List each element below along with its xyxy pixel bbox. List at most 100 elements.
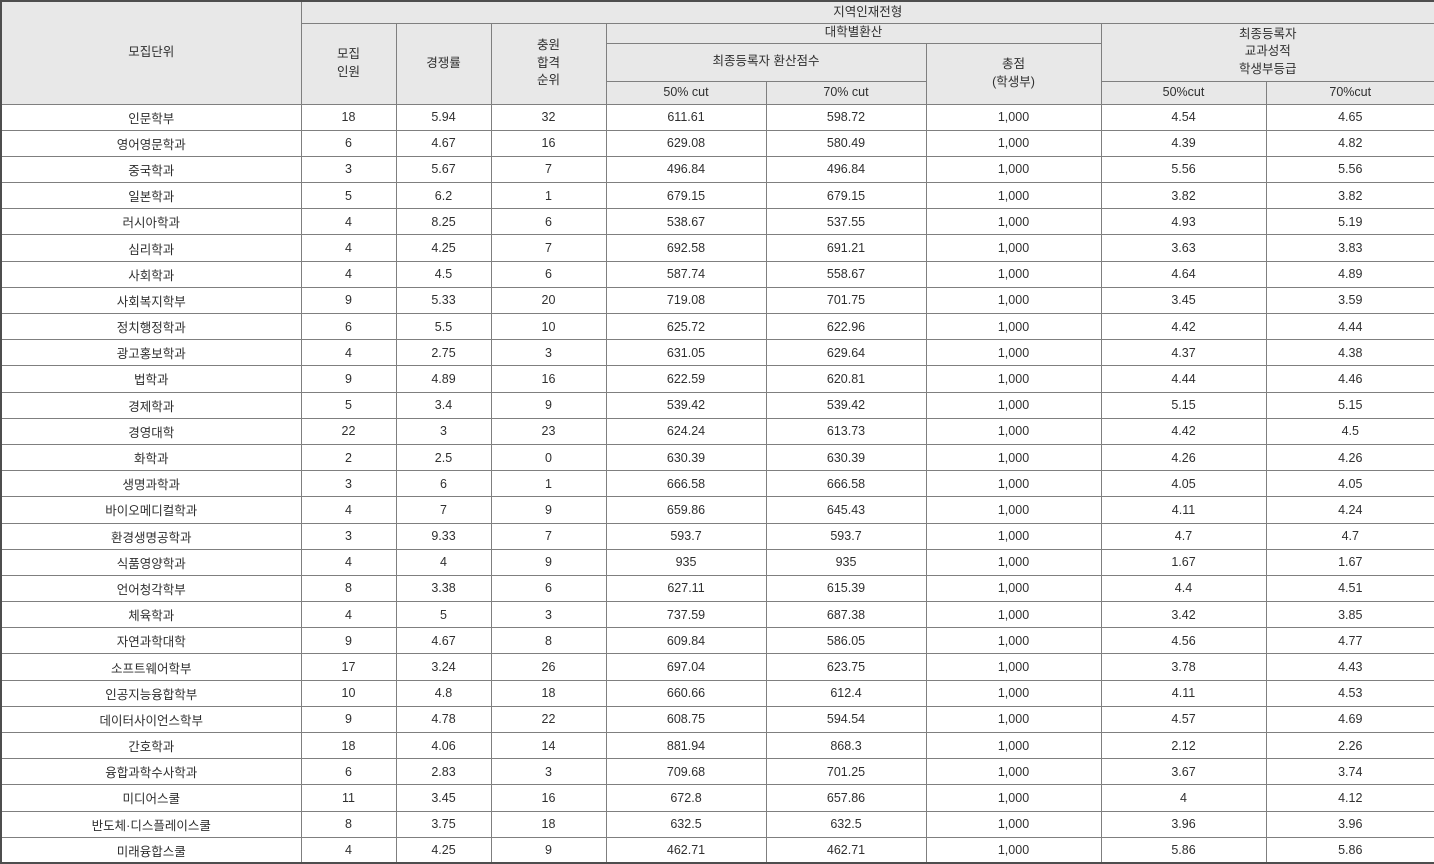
header-grade-cut70: 70%cut [1265,80,1434,105]
table-row: 영어영문학과 6 4.67 16 629.08 580.49 1,000 4.39 4.82 [0,129,1434,157]
value-cell: 3 [300,470,397,498]
value-cell: 666.58 [605,470,767,498]
value-cell: 659.86 [605,496,767,524]
value-cell: 719.08 [605,286,767,315]
value-cell: 1,000 [925,208,1102,236]
value-cell: 9 [490,496,607,524]
value-cell: 22 [490,705,607,734]
table-row: 미디어스쿨 11 3.45 16 672.8 657.86 1,000 4 4.12 [0,784,1434,812]
value-cell: 4.54 [1100,103,1267,131]
unit-cell: 경제학과 [0,391,302,419]
value-cell: 2 [300,443,397,472]
value-cell: 881.94 [605,731,767,760]
unit-cell: 경영대학 [0,417,302,445]
value-cell: 5 [300,182,397,210]
value-cell: 1,000 [925,705,1102,734]
value-cell: 593.7 [605,522,767,550]
unit-cell: 사회복지학부 [0,286,302,315]
value-cell: 4 [300,339,397,367]
value-cell: 645.43 [765,496,927,524]
unit-cell: 광고홍보학과 [0,339,302,367]
value-cell: 4.05 [1265,470,1434,498]
value-cell: 537.55 [765,208,927,236]
value-cell: 5.67 [395,155,492,184]
value-cell: 868.3 [765,731,927,760]
value-cell: 5.33 [395,286,492,315]
header-score-cut70: 70% cut [765,80,927,105]
value-cell: 1,000 [925,548,1102,576]
value-cell: 4.7 [1100,522,1267,550]
value-cell: 7 [490,155,607,184]
value-cell: 586.05 [765,627,927,655]
value-cell: 3 [300,522,397,550]
unit-cell: 바이오메디컬학과 [0,496,302,524]
value-cell: 8 [300,574,397,603]
value-cell: 32 [490,103,607,131]
value-cell: 4.42 [1100,417,1267,445]
value-cell: 594.54 [765,705,927,734]
value-cell: 10 [300,679,397,707]
value-cell: 611.61 [605,103,767,131]
value-cell: 4.37 [1100,339,1267,367]
value-cell: 558.67 [765,260,927,288]
value-cell: 3.82 [1100,182,1267,210]
value-cell: 7 [395,496,492,524]
header-grade-group: 최종등록자 교과성적 학생부등급 [1100,22,1434,82]
value-cell: 3.83 [1265,234,1434,262]
value-cell: 5.56 [1100,155,1267,184]
table-row: 중국학과 3 5.67 7 496.84 496.84 1,000 5.56 5.56 [0,155,1434,184]
value-cell: 709.68 [605,758,767,786]
header-unit: 모집단위 [0,0,302,105]
value-cell: 1,000 [925,836,1102,864]
value-cell: 4.89 [395,365,492,393]
value-cell: 4.44 [1265,312,1434,341]
unit-cell: 영어영문학과 [0,129,302,157]
value-cell: 3.96 [1100,810,1267,838]
value-cell: 3.63 [1100,234,1267,262]
value-cell: 1,000 [925,470,1102,498]
value-cell: 679.15 [765,182,927,210]
value-cell: 4.5 [395,260,492,288]
value-cell: 4.93 [1100,208,1267,236]
value-cell: 6 [300,129,397,157]
value-cell: 4.44 [1100,365,1267,393]
value-cell: 3 [300,155,397,184]
unit-cell: 융합과학수사학과 [0,758,302,786]
value-cell: 4 [300,601,397,629]
value-cell: 4.4 [1100,574,1267,603]
value-cell: 462.71 [605,836,767,864]
unit-cell: 미디어스쿨 [0,784,302,812]
unit-cell: 심리학과 [0,234,302,262]
table-row: 환경생명공학과 3 9.33 7 593.7 593.7 1,000 4.7 4.7 [0,522,1434,550]
header-univ-conversion-group: 대학별환산 [605,22,1102,44]
table-row: 광고홍보학과 4 2.75 3 631.05 629.64 1,000 4.37 4.38 [0,339,1434,367]
value-cell: 539.42 [765,391,927,419]
value-cell: 687.38 [765,601,927,629]
value-cell: 1,000 [925,574,1102,603]
value-cell: 8.25 [395,208,492,236]
value-cell: 9 [490,836,607,864]
table-row: 소프트웨어학부 17 3.24 26 697.04 623.75 1,000 3.78 4.43 [0,653,1434,681]
value-cell: 3.42 [1100,601,1267,629]
value-cell: 4 [300,548,397,576]
header-score-cut50: 50% cut [605,80,767,105]
value-cell: 1,000 [925,260,1102,288]
value-cell: 4.5 [1265,417,1434,445]
value-cell: 9 [300,286,397,315]
unit-cell: 인문학부 [0,103,302,131]
table-row: 바이오메디컬학과 4 7 9 659.86 645.43 1,000 4.11 4.24 [0,496,1434,524]
value-cell: 4.51 [1265,574,1434,603]
value-cell: 10 [490,312,607,341]
value-cell: 1,000 [925,339,1102,367]
value-cell: 1,000 [925,312,1102,341]
value-cell: 4.89 [1265,260,1434,288]
value-cell: 657.86 [765,784,927,812]
unit-cell: 소프트웨어학부 [0,653,302,681]
table-row: 미래융합스쿨 4 4.25 9 462.71 462.71 1,000 5.86 5.86 [0,836,1434,864]
value-cell: 623.75 [765,653,927,681]
value-cell: 629.08 [605,129,767,157]
value-cell: 1,000 [925,653,1102,681]
value-cell: 18 [300,103,397,131]
value-cell: 17 [300,653,397,681]
value-cell: 679.15 [605,182,767,210]
